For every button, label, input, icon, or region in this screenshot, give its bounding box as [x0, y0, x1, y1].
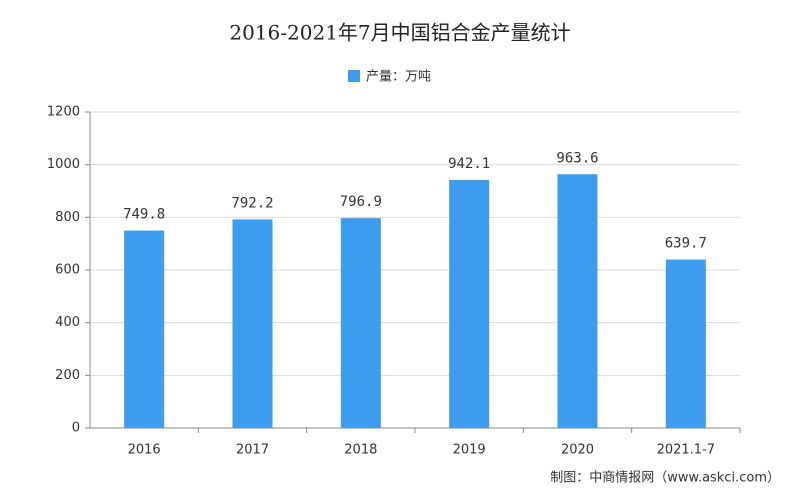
- bar: [232, 219, 273, 428]
- y-tick-label: 800: [55, 210, 80, 225]
- legend-label: 产量：万吨: [366, 70, 431, 85]
- source-note: 制图：中商情报网（www.askci.com）: [550, 471, 780, 486]
- x-tick-label: 2021.1-7: [657, 443, 715, 458]
- x-tick-label: 2019: [453, 443, 486, 458]
- data-label: 639.7: [665, 236, 707, 252]
- bar: [557, 174, 598, 428]
- data-label: 963.6: [556, 150, 598, 166]
- y-tick-label: 1000: [47, 157, 80, 172]
- data-label: 942.1: [448, 156, 490, 172]
- chart-title: 2016-2021年7月中国铝合金产量统计: [229, 21, 570, 45]
- y-tick-label: 200: [55, 368, 80, 383]
- bar: [124, 230, 165, 428]
- x-tick-label: 2016: [128, 443, 161, 458]
- x-tick-label: 2017: [236, 443, 269, 458]
- y-tick-label: 0: [72, 421, 80, 436]
- legend-swatch: [348, 70, 360, 82]
- data-label: 792.2: [231, 195, 273, 211]
- bar: [665, 259, 706, 428]
- bar: [340, 218, 381, 428]
- y-tick-label: 1200: [47, 105, 80, 120]
- y-tick-label: 400: [55, 315, 80, 330]
- data-label: 749.8: [123, 207, 165, 223]
- y-tick-label: 600: [55, 263, 80, 278]
- bar: [449, 179, 490, 428]
- x-tick-label: 2018: [344, 443, 377, 458]
- data-label: 796.9: [340, 194, 382, 210]
- x-tick-label: 2020: [561, 443, 594, 458]
